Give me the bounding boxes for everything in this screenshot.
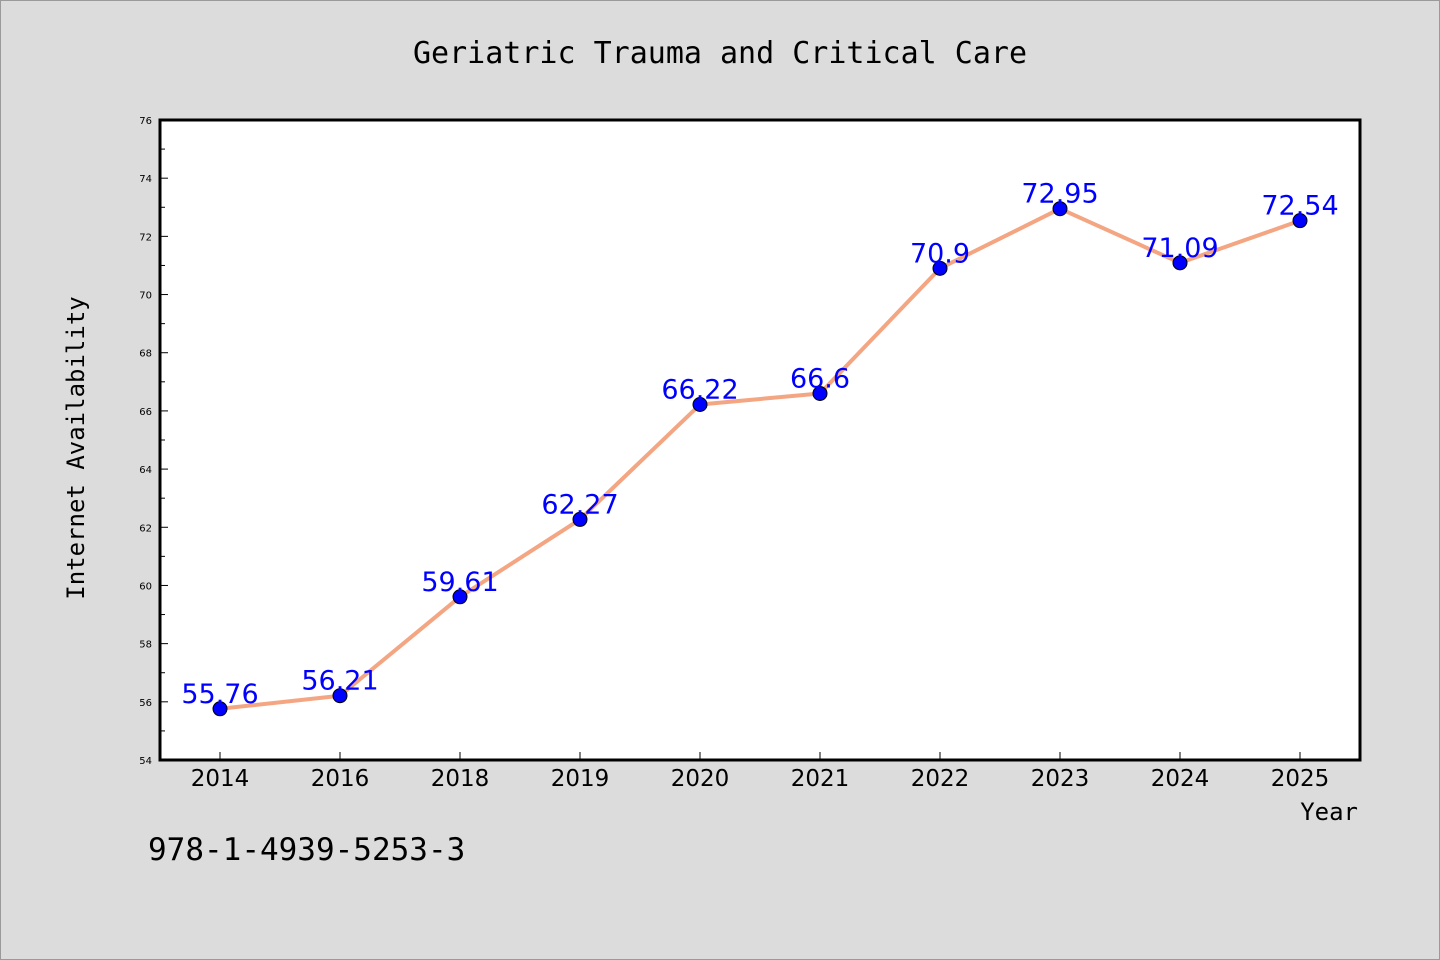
data-point-marker [1292, 213, 1308, 229]
y-tick-label: 74 [139, 174, 152, 185]
x-tick-label: 2019 [551, 766, 610, 792]
y-axis: 54 56 58 60 62 64 66 68 70 72 74 76 [139, 116, 168, 767]
data-label: 66.6 [790, 363, 850, 394]
data-label: 72.95 [1021, 179, 1098, 210]
data-point-marker [692, 397, 708, 413]
data-point-marker [812, 385, 828, 401]
x-tick-label: 2018 [431, 766, 490, 792]
data-label: 62.27 [541, 489, 618, 520]
data-label: 59.61 [421, 567, 498, 598]
x-tick-label: 2023 [1031, 766, 1090, 792]
isbn-annotation: 978-1-4939-5253-3 [148, 832, 466, 868]
data-label: 66.22 [661, 375, 738, 406]
x-tick-label: 2014 [191, 766, 250, 792]
data-point-marker [932, 260, 948, 276]
series-line-group [218, 206, 1302, 711]
y-tick-label: 76 [139, 116, 152, 127]
data-point-marker [1172, 255, 1188, 271]
x-tick-label: 2021 [791, 766, 850, 792]
x-tick-label: 2016 [311, 766, 370, 792]
data-label: 72.54 [1261, 191, 1338, 222]
y-tick-label: 64 [139, 465, 152, 476]
data-label: 55.76 [181, 679, 258, 710]
data-label-group: 55.76 56.21 59.61 62.27 66.22 66.6 70.9 72.95 71… [181, 179, 1338, 710]
y-tick-label: 72 [139, 232, 152, 243]
y-axis-label: Internet Availability [62, 296, 90, 599]
x-tick-label: 2024 [1151, 766, 1210, 792]
data-point-marker [212, 701, 228, 717]
x-axis: 2014 2016 2018 2019 2020 2021 2022 2023 2024 2025 [191, 752, 1330, 792]
x-tick-label: 2020 [671, 766, 730, 792]
x-tick-label: 2022 [911, 766, 970, 792]
y-tick-label: 66 [139, 407, 152, 418]
series-line [218, 206, 1302, 711]
chart-title: Geriatric Trauma and Critical Care [413, 36, 1027, 71]
x-axis-label: Year [1300, 798, 1358, 826]
y-tick-label: 58 [139, 640, 152, 651]
data-point-marker [452, 589, 468, 605]
x-tick-label: 2025 [1271, 766, 1330, 792]
data-point-marker [332, 688, 348, 704]
marker-group [212, 201, 1308, 717]
data-point-marker [572, 511, 588, 527]
y-tick-label: 60 [139, 581, 152, 592]
plot-area [158, 118, 1362, 762]
y-tick-label: 68 [139, 349, 152, 360]
data-label: 56.21 [301, 666, 378, 697]
y-tick-label: 70 [139, 291, 152, 302]
y-tick-label: 62 [139, 523, 152, 534]
data-point-marker [1052, 201, 1068, 217]
data-label: 70.9 [910, 238, 970, 269]
data-label: 71.09 [1141, 233, 1218, 264]
y-tick-label: 56 [139, 698, 152, 709]
y-tick-label: 54 [139, 756, 152, 767]
